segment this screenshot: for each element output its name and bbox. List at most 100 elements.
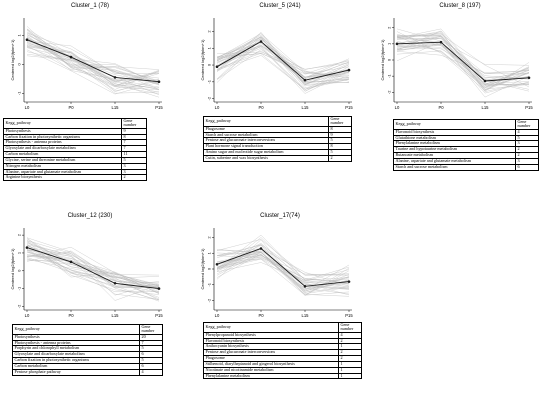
centroid-point bbox=[157, 80, 161, 84]
y-axis-label: Centered log2(fpkm+1) bbox=[10, 39, 15, 81]
kegg-table: Kegg_pathway Gene number Photosynthesis 2… bbox=[12, 324, 163, 376]
y-tick-label: 1 bbox=[207, 46, 212, 49]
gene-number-cell: 2 bbox=[338, 337, 362, 345]
centroid-point bbox=[259, 40, 263, 43]
kegg-table: Kegg_pathway Gene number Phenylpropanoid… bbox=[203, 322, 362, 380]
y-tick-label: -2 bbox=[387, 90, 392, 94]
gene-profile-line bbox=[396, 36, 530, 90]
x-tick-label: L15 bbox=[112, 105, 120, 110]
kegg-header-pathway: Kegg_pathway bbox=[203, 322, 339, 333]
line-chart: -1 0 1 L0 P0 L15 P15 Centered log2(fpkm+1) bbox=[10, 18, 163, 110]
table-row: Phenylpropanoid biosynthesis 4 bbox=[203, 331, 362, 339]
gene-profile-lines bbox=[216, 32, 350, 94]
centroid-point bbox=[259, 247, 263, 250]
gene-profile-line bbox=[216, 258, 350, 296]
y-tick-label: 1 bbox=[17, 33, 22, 36]
table-row: Carbon metabolism 6 bbox=[12, 362, 163, 370]
gene-number-cell: 2 bbox=[338, 355, 362, 362]
gene-profile-line bbox=[396, 34, 530, 86]
x-tick-label: L0 bbox=[395, 105, 400, 110]
x-tick-label: L15 bbox=[112, 313, 120, 318]
y-axis-label: Centered log2(fpkm+1) bbox=[200, 248, 205, 290]
gene-number-cell: 20 bbox=[139, 333, 163, 341]
centroid-point bbox=[215, 65, 219, 69]
kegg-pathway-cell: Pentose phosphate pathway bbox=[12, 368, 140, 376]
chart-title: Cluster_8 (197) bbox=[439, 3, 481, 9]
x-tick-label: P0 bbox=[438, 105, 444, 110]
gene-number-cell: 2 bbox=[338, 349, 362, 357]
y-tick-label: 0 bbox=[207, 63, 212, 66]
gene-profile-line bbox=[26, 237, 160, 289]
table-row: Starch and sucrose metabolism 6 bbox=[393, 163, 539, 171]
gene-profile-line bbox=[396, 34, 530, 80]
x-tick-label: P15 bbox=[155, 313, 163, 318]
gene-profile-line bbox=[26, 41, 160, 75]
y-axis-label: Centered log2(fpkm+1) bbox=[380, 39, 385, 81]
table-row: Pentose phosphate pathway 4 bbox=[12, 368, 163, 376]
kegg-pathway-cell: Phenylalanine metabolism bbox=[203, 372, 339, 380]
centroid-line bbox=[26, 247, 160, 290]
chart-title: Cluster_5 (241) bbox=[259, 3, 301, 9]
gene-profile-line bbox=[216, 258, 350, 295]
centroid-point bbox=[215, 262, 219, 266]
table-row: Glyoxylate and dicarboxylate metabolism 7 bbox=[3, 145, 147, 153]
x-tick-label: L15 bbox=[482, 105, 490, 110]
table-row: Photosynthesis - antenna proteins 7 bbox=[12, 339, 163, 347]
y-tick-label: 1 bbox=[387, 42, 392, 45]
y-tick-label: -2 bbox=[17, 304, 22, 308]
x-tick-label: L15 bbox=[302, 105, 310, 110]
gene-profile-line bbox=[26, 26, 160, 86]
gene-profile-line bbox=[26, 238, 160, 279]
gene-profile-line bbox=[396, 41, 530, 88]
kegg-pathway-cell: Starch and sucrose metabolism bbox=[393, 163, 516, 171]
centroid-point bbox=[303, 78, 307, 82]
centroid-line bbox=[216, 40, 350, 81]
line-chart: -2 -1 0 1 2 L0 P0 L15 P15 Centered log2(fpkm+1) bbox=[200, 18, 353, 110]
kegg-header-gene-number: Gene number bbox=[139, 324, 163, 335]
gene-profile-line bbox=[26, 257, 160, 287]
chart-title: Cluster_1 (78) bbox=[70, 3, 109, 9]
gene-profile-line bbox=[216, 249, 350, 290]
gene-profile-line bbox=[216, 237, 350, 281]
gene-profile-line bbox=[216, 250, 350, 297]
gene-profile-line bbox=[26, 251, 160, 300]
x-tick-label: P15 bbox=[345, 313, 353, 318]
gene-profile-line bbox=[216, 38, 350, 78]
gene-profile-line bbox=[26, 242, 160, 289]
gene-profile-line bbox=[26, 44, 160, 88]
centroid-point bbox=[395, 42, 399, 46]
kegg-header-pathway: Kegg_pathway bbox=[12, 324, 140, 335]
x-tick-label: L0 bbox=[25, 313, 30, 318]
kegg-table: Kegg_pathway Gene number Phagosome 8 Starc… bbox=[203, 116, 352, 162]
y-axis-label: Centered log2(fpkm+1) bbox=[200, 39, 205, 81]
table-row: Stilbenoid, diarylheptanoid and gingerol… bbox=[203, 360, 362, 368]
gene-profile-line bbox=[396, 38, 530, 92]
table-row: Cutin, suberine and wax biosynthesis 2 bbox=[203, 154, 352, 162]
y-tick-label: -1 bbox=[207, 79, 212, 83]
table-row: Phagosome 2 bbox=[203, 355, 362, 362]
centroid-point bbox=[347, 68, 351, 72]
gene-number-cell: 4 bbox=[338, 331, 362, 339]
x-tick-label: P15 bbox=[525, 105, 533, 110]
gene-profile-line bbox=[216, 247, 350, 291]
y-tick-label: -2 bbox=[207, 96, 212, 100]
gene-profile-line bbox=[26, 244, 160, 293]
centroid-point bbox=[157, 287, 161, 290]
gene-number-cell: 6 bbox=[515, 163, 539, 171]
chart-title: Cluster_17(74) bbox=[260, 213, 300, 219]
y-tick-label: -1 bbox=[387, 74, 392, 78]
centroid-point bbox=[303, 285, 307, 288]
table-row: Phenylalanine metabolism 1 bbox=[203, 372, 362, 380]
centroid-point bbox=[113, 281, 117, 285]
centroid-point bbox=[69, 55, 73, 59]
kegg-header-gene-number: Gene number bbox=[328, 116, 352, 127]
gene-profile-line bbox=[26, 37, 160, 87]
line-chart: -2 -1 0 1 2 L0 P0 L15 P15 Centered log2(fpkm+1) bbox=[200, 228, 353, 318]
gene-number-cell: 2 bbox=[328, 154, 352, 162]
gene-profile-lines bbox=[216, 234, 350, 297]
x-tick-label: P0 bbox=[68, 105, 74, 110]
centroid-point bbox=[347, 280, 351, 283]
gene-profile-line bbox=[216, 242, 350, 285]
table-row: Carbon fixation in photosynthetic organi… bbox=[3, 133, 147, 141]
table-row: Anthocyanin biosynthesis 1 bbox=[203, 343, 362, 351]
